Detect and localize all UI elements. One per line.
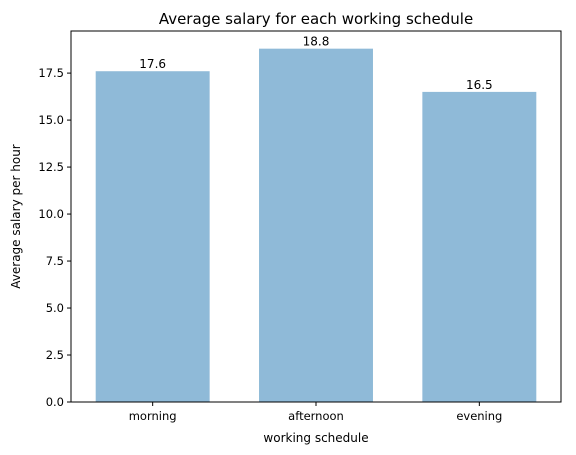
x-tick-label-evening: evening bbox=[456, 409, 502, 423]
y-tick-label: 15.0 bbox=[38, 113, 64, 127]
y-tick-label: 0.0 bbox=[46, 395, 64, 409]
y-axis-label: Average salary per hour bbox=[9, 144, 23, 289]
y-tick-label: 10.0 bbox=[38, 207, 64, 221]
bars-layer bbox=[95, 48, 537, 403]
x-axis-label: working schedule bbox=[263, 431, 368, 445]
y-tick-label: 2.5 bbox=[46, 348, 64, 362]
y-tick-label: 7.5 bbox=[46, 254, 64, 268]
bar-morning bbox=[95, 71, 210, 403]
y-tick-label: 5.0 bbox=[46, 301, 64, 315]
y-tick-label: 17.5 bbox=[38, 66, 64, 80]
value-label-afternoon: 18.8 bbox=[303, 35, 330, 49]
bar-afternoon bbox=[259, 48, 373, 403]
x-axis: morning afternoon evening bbox=[129, 402, 502, 423]
y-axis: 0.0 2.5 5.0 7.5 10.0 12.5 15.0 17.5 bbox=[38, 66, 71, 409]
value-label-morning: 17.6 bbox=[139, 57, 166, 71]
chart-title: Average salary for each working schedule bbox=[159, 10, 473, 28]
x-tick-label-afternoon: afternoon bbox=[288, 409, 344, 423]
value-label-evening: 16.5 bbox=[466, 78, 493, 92]
x-tick-label-morning: morning bbox=[129, 409, 177, 423]
y-tick-label: 12.5 bbox=[38, 160, 64, 174]
value-labels-layer: 17.6 18.8 16.5 bbox=[139, 35, 492, 92]
bar-evening bbox=[422, 91, 537, 402]
plot-frame bbox=[70, 30, 562, 403]
